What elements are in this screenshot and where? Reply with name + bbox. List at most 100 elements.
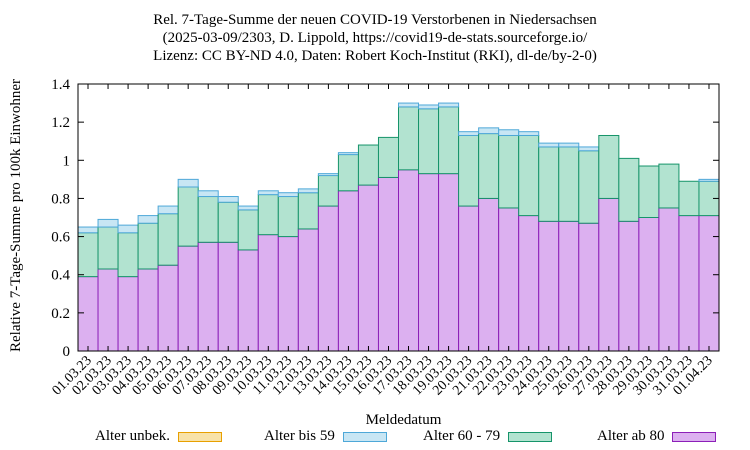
bar-segment-alter-ab-80-26 xyxy=(598,197,620,352)
bar-segment-alter-60-79-26 xyxy=(598,134,620,199)
bar-segment-alter-60-79-9 xyxy=(257,194,279,236)
bar-segment-alter-bis-59-17 xyxy=(418,104,440,110)
bar-segment-alter-bis-59-11 xyxy=(297,188,319,194)
bar-segment-alter-60-79-11 xyxy=(297,192,319,230)
bar-segment-alter-ab-80-17 xyxy=(418,173,440,352)
y-tick-label-1: 0.2 xyxy=(51,306,70,322)
y-tick-label-5: 1 xyxy=(63,153,71,169)
bar-segment-alter-60-79-22 xyxy=(518,134,540,217)
bar-segment-alter-ab-80-2 xyxy=(117,276,139,352)
plot-frame xyxy=(77,83,720,352)
y-tick-label-2: 0.4 xyxy=(51,268,70,284)
y-axis-label: Relative 7-Tage-Summe pro 100k Einwohner xyxy=(8,79,24,352)
bar-segment-alter-ab-80-15 xyxy=(377,176,400,352)
bar-segment-alter-ab-80-0 xyxy=(77,276,99,352)
bar-segment-alter-ab-80-13 xyxy=(337,190,359,352)
y-tick-label-4: 0.8 xyxy=(51,191,70,207)
bar-segment-alter-60-79-2 xyxy=(117,232,139,278)
bar-segment-alter-ab-80-16 xyxy=(398,169,420,352)
legend-swatch-unknown xyxy=(177,431,222,442)
y-tick-label-7: 1.4 xyxy=(51,77,70,93)
bar-segment-alter-60-79-29 xyxy=(658,163,680,209)
bar-segment-alter-60-79-18 xyxy=(438,106,460,175)
legend-swatch-under-59 xyxy=(342,431,387,442)
chart-title-line-2: (2025-03-09/2303, D. Lippold, https://co… xyxy=(162,30,588,46)
legend-label-80-plus: Alter ab 80 xyxy=(597,428,665,444)
bar-segment-alter-ab-80-21 xyxy=(498,207,520,352)
bar-segment-alter-ab-80-25 xyxy=(578,222,600,352)
bar-segment-alter-ab-80-12 xyxy=(317,205,339,352)
bar-segment-alter-60-79-0 xyxy=(77,232,99,278)
chart-title-line-1: Rel. 7-Tage-Summe der neuen COVID-19 Ver… xyxy=(153,12,597,28)
bar-segment-alter-ab-80-3 xyxy=(137,268,159,352)
bar-segment-alter-ab-80-30 xyxy=(678,215,700,352)
bar-segment-alter-60-79-28 xyxy=(638,165,660,218)
bar-segment-alter-ab-80-27 xyxy=(618,220,640,352)
bar-segment-alter-60-79-24 xyxy=(558,146,580,222)
bar-segment-alter-bis-59-31 xyxy=(698,178,720,182)
y-tick-label-0: 0 xyxy=(63,344,71,360)
bar-segment-alter-60-79-12 xyxy=(317,175,339,207)
legend-item-under-59: Alter bis 59 xyxy=(264,428,387,445)
bar-segment-alter-bis-59-22 xyxy=(518,131,540,136)
bar-segment-alter-60-79-30 xyxy=(678,180,700,217)
bar-segment-alter-ab-80-18 xyxy=(438,173,460,352)
bar-segment-alter-bis-59-0 xyxy=(77,226,99,234)
bar-segment-alter-bis-59-25 xyxy=(578,146,600,152)
bar-segment-alter-ab-80-5 xyxy=(177,245,199,352)
bar-segment-alter-bis-59-6 xyxy=(197,190,219,198)
y-tick-label-6: 1.2 xyxy=(51,115,70,131)
bar-segment-alter-60-79-4 xyxy=(157,213,179,266)
bar-segment-alter-60-79-20 xyxy=(478,133,500,199)
legend-item-80-plus: Alter ab 80 xyxy=(597,428,717,445)
bar-segment-alter-ab-80-22 xyxy=(518,215,540,352)
bar-segment-alter-ab-80-10 xyxy=(277,236,299,352)
bar-segment-alter-ab-80-29 xyxy=(658,207,680,352)
bar-segment-alter-bis-59-19 xyxy=(458,131,480,136)
bar-segment-alter-bis-59-13 xyxy=(337,152,359,156)
bar-segment-alter-bis-59-16 xyxy=(398,102,420,108)
bar-segment-alter-bis-59-5 xyxy=(177,178,199,188)
bar-segment-alter-60-79-16 xyxy=(398,106,420,171)
y-tick-label-3: 0.6 xyxy=(51,230,70,246)
bar-segment-alter-bis-59-21 xyxy=(498,129,520,136)
legend-label-under-59: Alter bis 59 xyxy=(264,428,335,444)
bar-segment-alter-ab-80-19 xyxy=(458,205,480,352)
bar-segment-alter-bis-59-18 xyxy=(438,102,460,108)
bar-segment-alter-ab-80-7 xyxy=(217,241,239,352)
bar-segment-alter-ab-80-6 xyxy=(197,241,219,352)
bar-segment-alter-ab-80-1 xyxy=(97,268,119,352)
bar-segment-alter-60-79-1 xyxy=(97,226,119,270)
bar-segment-alter-60-79-7 xyxy=(217,201,239,243)
bar-segment-alter-60-79-27 xyxy=(618,157,640,222)
bar-segment-alter-60-79-8 xyxy=(237,209,259,251)
bar-segment-alter-60-79-15 xyxy=(377,136,400,178)
legend-swatch-60-79 xyxy=(508,431,553,442)
bar-segment-alter-ab-80-11 xyxy=(297,228,319,352)
bar-segment-alter-bis-59-23 xyxy=(538,142,560,148)
bar-segment-alter-60-79-21 xyxy=(498,134,520,209)
chart-title-line-3: Lizenz: CC BY-ND 4.0, Daten: Robert Koch… xyxy=(153,48,597,64)
bar-segment-alter-ab-80-28 xyxy=(638,217,660,352)
bar-segment-alter-bis-59-9 xyxy=(257,190,279,196)
x-axis-label: Meldedatum xyxy=(366,412,442,428)
bar-segment-alter-60-79-6 xyxy=(197,196,219,243)
bar-segment-alter-bis-59-7 xyxy=(217,196,239,203)
bar-segment-alter-60-79-13 xyxy=(337,154,359,192)
bar-segment-alter-60-79-25 xyxy=(578,150,600,224)
legend-label-60-79: Alter 60 - 79 xyxy=(423,428,501,444)
bar-segment-alter-bis-59-20 xyxy=(478,127,500,135)
bar-segment-alter-60-79-23 xyxy=(538,146,560,222)
bar-segment-alter-ab-80-8 xyxy=(237,249,259,352)
bar-segment-alter-60-79-3 xyxy=(137,222,159,270)
bar-segment-alter-60-79-14 xyxy=(357,144,379,186)
bar-segment-alter-ab-80-20 xyxy=(478,197,500,352)
bar-segment-alter-bis-59-4 xyxy=(157,205,179,215)
bar-segment-alter-ab-80-31 xyxy=(698,215,720,352)
legend-swatch-80-plus xyxy=(672,431,717,442)
bar-segment-alter-ab-80-4 xyxy=(157,264,179,352)
bar-segment-alter-60-79-5 xyxy=(177,186,199,247)
bar-segment-alter-60-79-19 xyxy=(458,134,480,207)
bar-segment-alter-bis-59-24 xyxy=(558,142,580,148)
